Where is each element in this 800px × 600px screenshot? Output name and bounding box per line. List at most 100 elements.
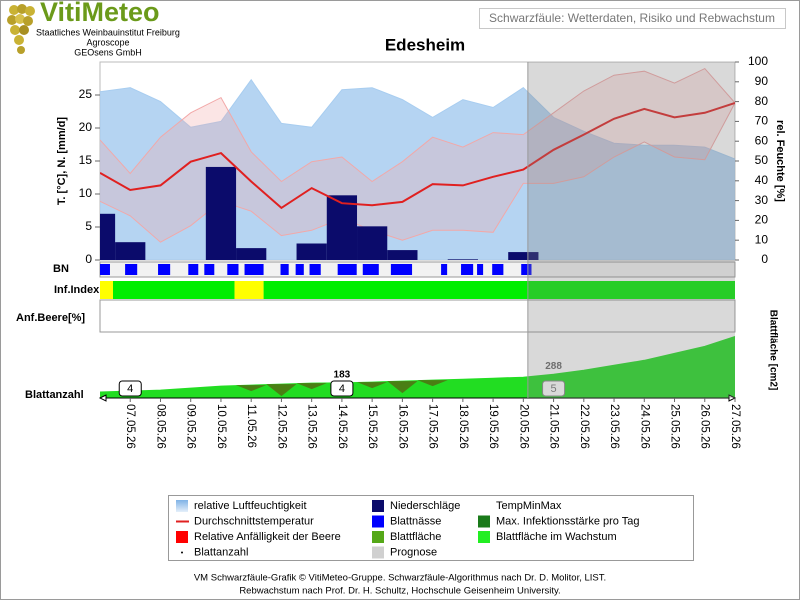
infection-mark <box>266 384 297 397</box>
leaf-count: 4 <box>339 383 345 395</box>
leaf-count: 5 <box>551 383 557 395</box>
leaf-wetness <box>309 264 321 275</box>
leaf-wetness <box>227 264 239 275</box>
subtitle: Schwarzfäule: Wetterdaten, Risiko und Re… <box>489 11 775 25</box>
legend-box <box>168 495 694 561</box>
leaf-wetness <box>158 264 171 275</box>
leaf-count-box <box>330 380 354 397</box>
legend-swatch <box>176 500 188 512</box>
legend-label: Niederschläge <box>390 500 460 512</box>
leaf-wetness <box>390 264 413 275</box>
precip-bar <box>115 242 146 260</box>
inf-index-segment <box>263 281 735 299</box>
leaf-wetness <box>100 264 110 275</box>
y2-tick-label: 60 <box>755 133 769 147</box>
inf-index-segment <box>100 281 114 299</box>
org-line: Staatliches Weinbauinstitut Freiburg <box>36 27 180 37</box>
temp-band-fill <box>100 68 735 243</box>
org-line: GEOsens GmbH <box>74 47 142 57</box>
infection-mark <box>296 383 327 390</box>
x-tick-label: 17.05.26 <box>427 404 439 449</box>
leaf-wetness <box>362 264 379 275</box>
x-tick-label: 12.05.26 <box>275 404 287 449</box>
legend-label: Blattanzahl <box>194 546 248 558</box>
infection-mark <box>387 381 418 394</box>
leaf-wetness <box>125 264 138 275</box>
x-tick-label: 08.05.26 <box>154 404 166 449</box>
x-tick-label: 09.05.26 <box>185 404 197 449</box>
logo-icon <box>7 4 35 54</box>
precip-bar <box>100 213 116 260</box>
precip-bar <box>205 166 237 260</box>
temp-line <box>100 101 735 210</box>
y2-tick-label: 0 <box>761 252 768 266</box>
y-tick-label: 20 <box>79 120 93 134</box>
legend-label: Blattfläche im Wachstum <box>496 531 617 543</box>
leaf-wetness <box>521 264 532 275</box>
inf-index-segment <box>234 281 264 299</box>
y-tick-label: 15 <box>79 153 93 167</box>
leaf-count-box <box>118 380 142 397</box>
legend-label: Blattfläche <box>390 531 441 543</box>
leaf-area-value: 288 <box>545 361 562 372</box>
precip-bar <box>296 243 327 260</box>
y-axis-label: T. [°C], N. [mm/d] <box>56 117 68 205</box>
y-tick-label: 10 <box>79 186 93 200</box>
leaf-wetness <box>337 264 357 275</box>
x-tick-label: 15.05.26 <box>366 404 378 449</box>
legend-swatch <box>372 531 384 543</box>
legend-label: Prognose <box>390 546 437 558</box>
x-tick-label: 26.05.26 <box>699 404 711 449</box>
row-label: BN <box>53 263 69 275</box>
legend-label: relative Luftfeuchtigkeit <box>194 500 307 512</box>
y2-tick-label: 20 <box>755 213 769 227</box>
y2-tick-label: 50 <box>755 153 769 167</box>
x-tick-label: 16.05.26 <box>396 404 408 449</box>
leaf-wetness <box>492 264 504 275</box>
leaf-wetness <box>295 264 304 275</box>
y2-tick-label: 80 <box>755 94 769 108</box>
humidity-edge <box>100 78 735 160</box>
logo-text: VitiMeteo <box>40 0 160 27</box>
x-tick-label: 07.05.26 <box>124 404 136 449</box>
berry-row <box>99 299 736 333</box>
inf-index-segment <box>113 281 235 299</box>
infection-mark <box>417 380 448 387</box>
y2-tick-label: 10 <box>755 232 769 246</box>
forecast-overlay <box>527 62 735 398</box>
x-tick-label: 27.05.26 <box>729 404 741 449</box>
org-line: Agroscope <box>86 37 129 47</box>
y2-tick-label: 30 <box>755 193 769 207</box>
subtitle-box <box>479 8 786 29</box>
legend-swatch <box>478 515 490 528</box>
legend-label: Durchschnittstemperatur <box>194 515 314 527</box>
precip-bar <box>326 195 358 260</box>
footer-line: VM Schwarzfäule-Grafik © VitiMeteo-Grupp… <box>194 573 606 584</box>
legend-label: TempMinMax <box>496 500 562 512</box>
leaf-wetness <box>244 264 264 275</box>
row-label: Inf.Index <box>54 284 100 296</box>
leaf-wetness <box>280 264 289 275</box>
precip-bar <box>236 248 267 260</box>
leaf-area-fill <box>100 336 735 398</box>
chart-title: Edesheim <box>385 35 465 54</box>
legend-label: Relative Anfälligkeit der Beere <box>194 531 341 543</box>
y2-tick-label: 100 <box>748 54 768 68</box>
arrow-left <box>98 394 107 402</box>
legend-swatch <box>372 515 384 528</box>
leaf-area-value: 183 <box>334 370 351 381</box>
y-tick-label: 25 <box>79 87 93 101</box>
arrow-right <box>728 394 737 402</box>
precip-bar <box>357 226 388 260</box>
legend-swatch <box>372 500 384 512</box>
leaf-wetness <box>461 264 474 275</box>
legend-swatch <box>176 531 188 543</box>
x-tick-label: 18.05.26 <box>457 404 469 449</box>
infection-mark <box>357 382 388 389</box>
x-tick-label: 24.05.26 <box>638 404 650 449</box>
humidity-fill <box>100 79 735 260</box>
legend-label: Blattnässe <box>390 515 441 527</box>
infection-mark <box>236 385 267 392</box>
y2-tick-label: 90 <box>755 74 769 88</box>
leaf-area-label: Blattfläche [cm2] <box>767 310 778 391</box>
